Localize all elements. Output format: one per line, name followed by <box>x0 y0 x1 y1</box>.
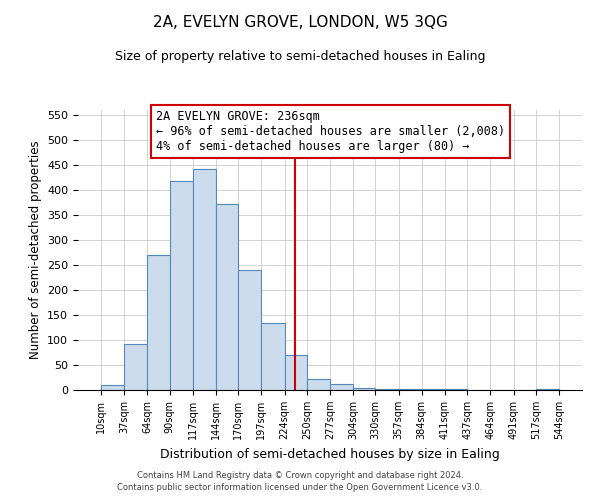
Bar <box>422 388 445 390</box>
Text: Contains HM Land Registry data © Crown copyright and database right 2024.: Contains HM Land Registry data © Crown c… <box>137 471 463 480</box>
Bar <box>193 168 216 390</box>
Text: Size of property relative to semi-detached houses in Ealing: Size of property relative to semi-detach… <box>115 50 485 63</box>
Bar <box>536 388 559 390</box>
Bar <box>353 388 376 390</box>
Bar <box>330 384 353 390</box>
Bar <box>170 181 193 390</box>
Bar <box>216 204 238 390</box>
Bar <box>445 389 467 390</box>
Bar <box>262 322 284 390</box>
Text: Contains public sector information licensed under the Open Government Licence v3: Contains public sector information licen… <box>118 484 482 492</box>
Y-axis label: Number of semi-detached properties: Number of semi-detached properties <box>29 140 41 360</box>
Bar <box>284 355 307 390</box>
Bar <box>376 388 398 390</box>
Bar <box>124 344 147 390</box>
X-axis label: Distribution of semi-detached houses by size in Ealing: Distribution of semi-detached houses by … <box>160 448 500 460</box>
Bar <box>398 388 422 390</box>
Bar <box>238 270 262 390</box>
Text: 2A, EVELYN GROVE, LONDON, W5 3QG: 2A, EVELYN GROVE, LONDON, W5 3QG <box>152 15 448 30</box>
Text: 2A EVELYN GROVE: 236sqm
← 96% of semi-detached houses are smaller (2,008)
4% of : 2A EVELYN GROVE: 236sqm ← 96% of semi-de… <box>156 110 505 153</box>
Bar <box>147 255 170 390</box>
Bar <box>307 378 330 390</box>
Bar <box>101 385 124 390</box>
